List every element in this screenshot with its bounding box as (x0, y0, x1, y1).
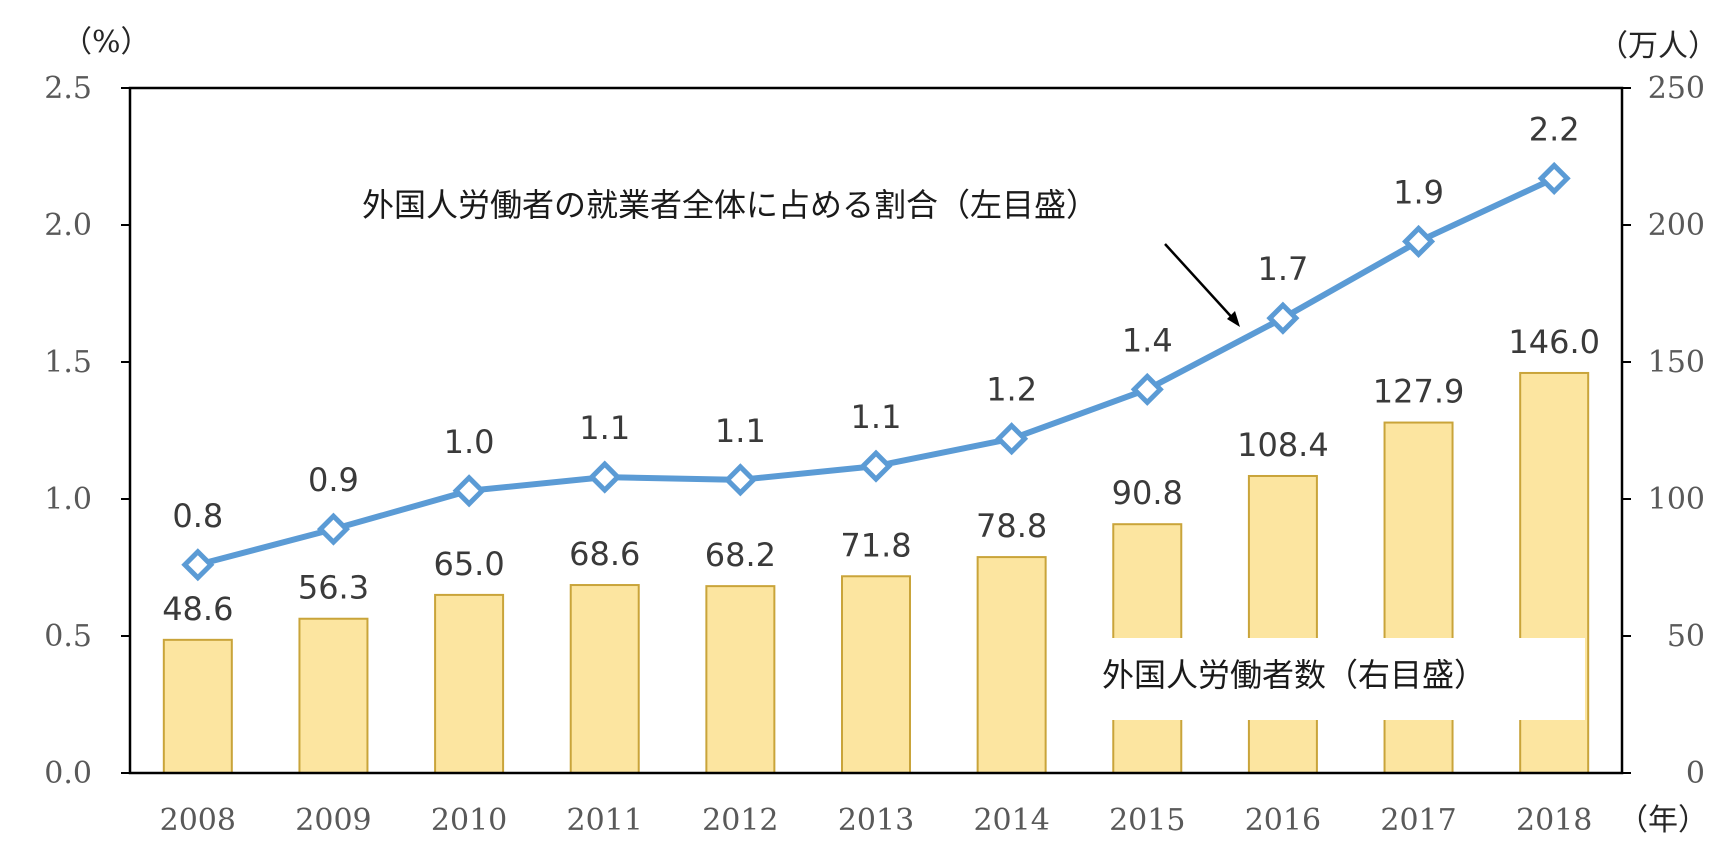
x-axis-tick-label: 2018 (1516, 803, 1592, 838)
right-axis-ticks: 0 50 100 150 200 250 (1622, 71, 1705, 791)
line-path (197, 175, 1556, 568)
left-axis-unit: （%） (62, 25, 151, 60)
line-value-label: 1.1 (851, 398, 902, 436)
x-axis-tick-label: 2010 (431, 803, 507, 838)
plot-area-frame (128, 86, 1624, 775)
line-value-label: 1.4 (1122, 321, 1173, 359)
bar (976, 556, 1047, 775)
line-series-callout-arrow (1164, 243, 1238, 324)
line-marker (181, 548, 215, 582)
right-axis-unit: （万人） (1598, 29, 1718, 64)
x-axis-tick-label: 2012 (702, 803, 778, 838)
line-marker (316, 512, 350, 546)
bar (841, 575, 911, 774)
x-axis-tick-label: 2009 (295, 803, 371, 838)
bar (1383, 421, 1454, 774)
line-value-label: 2.2 (1529, 110, 1580, 148)
right-axis-tick-label: 150 (1648, 345, 1705, 380)
x-axis-tick-label: 2016 (1245, 803, 1321, 838)
left-axis-tick-label: 2.0 (44, 208, 92, 243)
left-axis-tick-label: 1.0 (44, 482, 92, 517)
bar (1247, 474, 1318, 774)
bar (705, 585, 776, 775)
line-value-label: 1.0 (444, 423, 495, 461)
line-marker (723, 463, 757, 497)
x-axis-tick-label: 2013 (838, 803, 914, 838)
line-value-label: 1.2 (986, 371, 1037, 409)
line-marker (1402, 224, 1436, 258)
x-axis-tick-label: 2011 (567, 803, 643, 838)
left-axis-tick-label: 0.0 (44, 756, 92, 791)
line-marker (452, 474, 486, 508)
bar-value-label: 71.8 (840, 526, 911, 564)
left-axis-ticks: 0.0 0.5 1.0 1.5 2.0 2.5 (44, 71, 130, 791)
line-marker (1130, 372, 1164, 406)
bar-value-label: 56.3 (298, 569, 369, 607)
x-axis-tick-label: 2017 (1380, 803, 1456, 838)
x-axis-tick-label: 2015 (1109, 803, 1185, 838)
line-marker (859, 449, 893, 483)
right-axis-tick-label: 200 (1648, 208, 1705, 243)
right-axis-tick-label: 0 (1686, 756, 1705, 791)
line-series-label: 外国人労働者の就業者全体に占める割合（左目盛） (362, 186, 1098, 224)
left-axis-tick-label: 1.5 (44, 345, 92, 380)
line-series-callout-arrowhead (1227, 311, 1240, 327)
bar-series-label-box (1085, 638, 1585, 720)
x-axis-tick-label: 2014 (973, 803, 1049, 838)
line-value-label: 1.7 (1257, 250, 1308, 288)
bar-value-label: 65.0 (433, 545, 504, 583)
line-marker (1537, 161, 1571, 195)
left-axis-tick-label: 0.5 (44, 619, 92, 654)
bar (162, 638, 233, 774)
bar-series-label: 外国人労働者数（右目盛） (1102, 656, 1486, 694)
bar (298, 617, 369, 774)
line-data-labels: 0.8 0.9 1.0 1.1 1.1 1.1 1.2 1.4 1.7 1.9 2.2 (172, 110, 1579, 534)
line-value-label: 0.8 (172, 497, 223, 535)
x-axis-ticks: 2008 2009 2010 2011 2012 2013 2014 2015 2016 2017… (160, 803, 1593, 838)
bar-value-label: 68.2 (705, 536, 776, 574)
line-series (181, 161, 1571, 582)
x-axis-unit: （年） (1618, 803, 1708, 838)
line-value-label: 1.1 (579, 409, 630, 447)
bar-data-labels: 48.6 56.3 65.0 68.6 68.2 71.8 78.8 90.8 108.4 127… (162, 323, 1600, 628)
bar-value-label: 108.4 (1237, 426, 1329, 464)
bar-value-label: 127.9 (1373, 373, 1465, 411)
bar (569, 584, 640, 775)
line-value-label: 1.1 (715, 412, 766, 450)
right-axis-tick-label: 100 (1648, 482, 1705, 517)
right-axis-tick-label: 50 (1667, 619, 1705, 654)
right-axis-tick-label: 250 (1648, 71, 1705, 106)
line-value-label: 1.9 (1393, 173, 1444, 211)
bar-value-label: 78.8 (976, 507, 1047, 545)
bar (434, 593, 505, 775)
bar-value-label: 68.6 (569, 535, 640, 573)
bar-value-label: 146.0 (1508, 323, 1600, 361)
left-axis-tick-label: 2.5 (44, 71, 92, 106)
line-value-label: 0.9 (308, 461, 359, 499)
line-marker (995, 422, 1029, 456)
bar-value-label: 48.6 (162, 590, 233, 628)
x-axis-tick-label: 2008 (160, 803, 236, 838)
line-marker (1266, 301, 1300, 335)
bar-value-label: 90.8 (1112, 474, 1183, 512)
line-marker (588, 460, 622, 494)
